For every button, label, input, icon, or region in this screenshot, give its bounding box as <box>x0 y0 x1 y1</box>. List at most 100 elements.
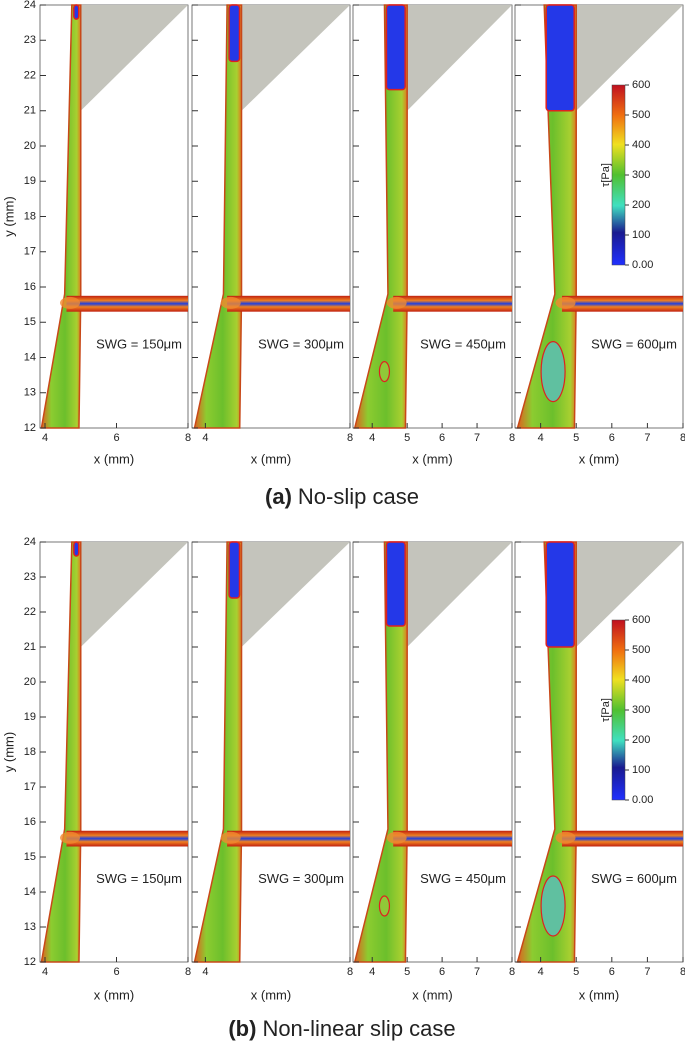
low-stress-zone <box>545 541 575 648</box>
low-stress-blob <box>540 341 566 403</box>
x-tick-label: 7 <box>644 966 650 978</box>
contour-panel: SWG = 300μm 4 8 x (mm) <box>191 4 353 466</box>
caption-tag: (b) <box>228 1016 256 1041</box>
low-stress-zone <box>385 4 406 91</box>
caption-tag: (a) <box>265 484 292 509</box>
channel-flow <box>40 541 82 963</box>
contour-panel: SWG = 150μm 4 6 8 x (mm) <box>39 4 191 466</box>
x-tick-label: 6 <box>439 432 445 444</box>
wall-region <box>241 5 350 111</box>
x-axis-label: x (mm) <box>94 987 134 1002</box>
panel-label: SWG = 450μm <box>420 337 506 352</box>
x-axis-label: x (mm) <box>412 451 452 466</box>
junction-hot <box>60 831 81 844</box>
low-stress-zone <box>385 541 406 627</box>
colorbar-tick-label: 0.00 <box>632 259 653 271</box>
x-tick-label: 8 <box>509 432 515 444</box>
colorbar-tick-label: 100 <box>632 229 650 241</box>
x-tick-label: 7 <box>644 432 650 444</box>
junction-hot <box>386 296 407 309</box>
branch-flow <box>393 830 512 847</box>
y-tick-label: 12 <box>24 422 36 434</box>
y-tick-label: 22 <box>24 606 36 618</box>
x-tick-label: 4 <box>538 966 544 978</box>
panel-label: SWG = 450μm <box>420 871 506 886</box>
colorbar-tick-label: 400 <box>632 139 650 151</box>
colorbar-tick-label: 500 <box>632 644 650 656</box>
x-tick-label: 5 <box>404 432 410 444</box>
contour-panel: SWG = 450μm 4 5 6 7 8 x (mm) <box>352 541 515 1002</box>
x-tick-label: 8 <box>509 966 515 978</box>
wall-region <box>576 542 683 647</box>
caption: (a) No-slip case <box>265 484 419 509</box>
panel-label: SWG = 300μm <box>258 871 344 886</box>
branch-flow <box>227 830 350 847</box>
y-tick-label: 19 <box>24 175 36 187</box>
x-tick-label: 6 <box>113 966 119 978</box>
caption: (b) Non-linear slip case <box>228 1016 455 1041</box>
branch-flow <box>393 295 512 312</box>
x-tick-label: 6 <box>113 432 119 444</box>
branch-flow <box>561 830 683 847</box>
colorbar-title: τ[Pa] <box>600 698 612 722</box>
x-tick-label: 8 <box>347 966 353 978</box>
y-tick-label: 16 <box>24 281 36 293</box>
y-tick-label: 17 <box>24 246 36 258</box>
channel-flow <box>193 4 243 429</box>
wall-region <box>407 542 512 647</box>
channel-flow <box>353 541 408 963</box>
contour-panel: SWG = 300μm 4 8 x (mm) <box>191 541 353 1002</box>
x-tick-label: 5 <box>573 966 579 978</box>
wall-region <box>407 5 512 111</box>
colorbar-tick-label: 600 <box>632 79 650 91</box>
y-axis-label: y (mm) <box>1 196 16 236</box>
colorbar-tick-label: 200 <box>632 199 650 211</box>
y-tick-label: 15 <box>24 316 36 328</box>
junction-hot <box>386 831 407 844</box>
low-stress-zone <box>228 4 241 63</box>
low-stress-zone <box>73 4 80 20</box>
colorbar-tick-label: 300 <box>632 704 650 716</box>
x-tick-label: 4 <box>202 432 208 444</box>
y-tick-label: 21 <box>24 105 36 117</box>
low-stress-zone <box>73 541 80 557</box>
x-tick-label: 6 <box>609 966 615 978</box>
y-tick-label: 15 <box>24 851 36 863</box>
low-stress-zone <box>545 4 575 112</box>
caption-text: Non-linear slip case <box>262 1016 455 1041</box>
branch-flow <box>66 295 188 312</box>
x-tick-label: 4 <box>538 432 544 444</box>
y-tick-label: 18 <box>24 746 36 758</box>
colorbar-tick-label: 600 <box>632 614 650 626</box>
panel-label: SWG = 600μm <box>591 871 677 886</box>
colorbar-tick-label: 0.00 <box>632 794 653 806</box>
junction-hot <box>555 831 576 844</box>
x-tick-label: 8 <box>680 966 685 978</box>
contour-panel: SWG = 600μm 4 5 6 7 8 x (mm) <box>514 541 685 1002</box>
x-tick-label: 8 <box>680 432 685 444</box>
colorbar-tick-label: 300 <box>632 169 650 181</box>
y-tick-label: 16 <box>24 816 36 828</box>
x-tick-label: 4 <box>369 966 375 978</box>
x-tick-label: 8 <box>185 966 191 978</box>
y-tick-label: 17 <box>24 781 36 793</box>
x-tick-label: 8 <box>347 432 353 444</box>
junction-hot <box>555 296 576 309</box>
panel-label: SWG = 150μm <box>96 337 182 352</box>
x-axis-label: x (mm) <box>412 987 452 1002</box>
caption-text: No-slip case <box>298 484 419 509</box>
figure-row: (a) No-slip case y (mm) 12 13 14 15 16 17 18 19 20 2… <box>1 0 685 509</box>
junction-hot <box>220 831 241 844</box>
y-tick-label: 24 <box>24 0 36 11</box>
x-tick-label: 7 <box>474 966 480 978</box>
contour-panel: SWG = 600μm 4 5 6 7 8 x (mm) <box>514 4 685 466</box>
y-tick-label: 23 <box>24 571 36 583</box>
x-tick-label: 4 <box>42 966 48 978</box>
x-tick-label: 5 <box>573 432 579 444</box>
wall-region <box>80 542 188 647</box>
y-tick-label: 23 <box>24 34 36 46</box>
wall-region <box>80 5 188 111</box>
y-tick-label: 24 <box>24 536 36 548</box>
figure-row: (b) Non-linear slip case y (mm) 12 13 14 15 16 1… <box>1 536 685 1041</box>
